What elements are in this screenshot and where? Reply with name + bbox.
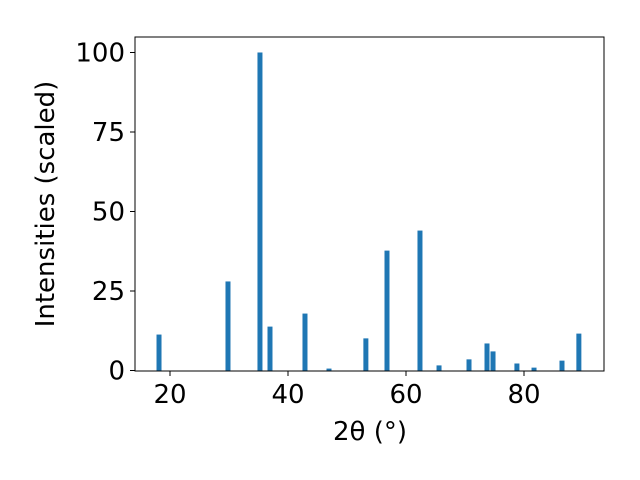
x-tick-label: 40	[271, 380, 304, 410]
bar	[257, 52, 263, 371]
y-tick-label: 100	[75, 38, 125, 68]
bar	[384, 250, 390, 371]
bar	[514, 363, 520, 371]
y-axis-label: Intensities (scaled)	[31, 81, 61, 328]
bar	[225, 281, 231, 371]
bar	[490, 351, 496, 371]
x-tick-label: 60	[389, 380, 422, 410]
bar	[466, 359, 472, 371]
x-tick-label: 80	[507, 380, 540, 410]
bar	[417, 230, 423, 371]
bar	[559, 360, 565, 371]
plot-frame	[134, 36, 605, 372]
bar	[531, 367, 537, 371]
bar	[156, 334, 162, 371]
y-tick-label: 75	[92, 118, 125, 148]
y-tick-label: 25	[92, 277, 125, 307]
bar	[576, 333, 582, 371]
y-tick-label: 0	[108, 356, 125, 386]
x-axis-label: 2θ (°)	[333, 417, 407, 447]
bar	[267, 326, 273, 371]
bar	[302, 313, 308, 371]
x-tick-label: 20	[153, 380, 186, 410]
y-tick-label: 50	[92, 197, 125, 227]
bar	[363, 338, 369, 371]
bar	[436, 365, 442, 371]
bar	[484, 343, 490, 371]
bar	[326, 368, 332, 371]
